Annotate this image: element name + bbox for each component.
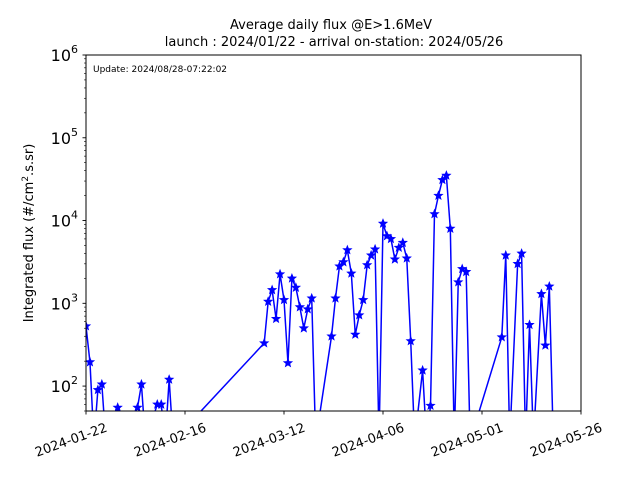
data-point-marker bbox=[286, 272, 298, 283]
x-tick-label: 2024-01-22 bbox=[33, 421, 109, 461]
data-point-marker bbox=[405, 335, 416, 346]
y-tick-base: 10 bbox=[51, 46, 71, 65]
series-line bbox=[86, 174, 554, 411]
x-tick-label: 2024-05-01 bbox=[429, 421, 505, 461]
data-point-marker bbox=[342, 244, 353, 255]
plot-area bbox=[85, 54, 582, 412]
data-point-marker bbox=[132, 402, 143, 411]
y-tick-exponent: 6 bbox=[71, 43, 78, 56]
data-point-marker bbox=[112, 402, 123, 411]
x-tick-label: 2024-05-26 bbox=[528, 421, 604, 461]
data-point-marker bbox=[96, 378, 107, 389]
data-point-marker bbox=[441, 170, 452, 180]
data-point-marker bbox=[544, 281, 555, 291]
data-point-marker bbox=[536, 288, 547, 299]
data-point-marker bbox=[294, 301, 305, 312]
data-point-marker bbox=[290, 282, 302, 292]
y-tick-exponent: 5 bbox=[71, 126, 78, 139]
x-axis-ticks: 2024-01-22 2024-02-16 2024-03-12 2024-04-06… bbox=[33, 411, 604, 461]
update-annotation: Update: 2024/08/28-07:22:02 bbox=[93, 65, 227, 75]
data-point-marker bbox=[393, 242, 404, 253]
data-point-marker bbox=[86, 320, 92, 331]
data-point-marker bbox=[362, 259, 373, 270]
data-point-marker bbox=[516, 248, 527, 258]
data-point-marker bbox=[136, 378, 147, 389]
data-point-marker bbox=[86, 356, 96, 367]
y-axis-label-superscript: 2 bbox=[21, 176, 31, 182]
data-point-marker bbox=[270, 313, 282, 324]
data-point-marker bbox=[524, 319, 535, 330]
data-point-marker bbox=[263, 296, 274, 306]
data-point-marker bbox=[338, 256, 349, 267]
y-tick-exponent: 2 bbox=[71, 374, 78, 387]
data-point-marker bbox=[540, 339, 551, 350]
data-point-marker bbox=[164, 374, 175, 384]
y-tick-label: 105 bbox=[51, 126, 78, 148]
data-point-marker bbox=[389, 253, 401, 264]
x-tick-label: 2024-02-16 bbox=[132, 421, 208, 461]
data-point-marker bbox=[461, 266, 472, 277]
data-point-marker bbox=[385, 233, 397, 244]
data-point-marker bbox=[302, 303, 313, 314]
y-tick-label: 103 bbox=[51, 291, 78, 313]
y-tick-base: 10 bbox=[51, 212, 71, 231]
data-point-marker bbox=[278, 294, 290, 305]
data-point-marker bbox=[306, 292, 317, 303]
y-axis-label-tail: .s.sr) bbox=[22, 144, 37, 176]
data-point-marker bbox=[496, 331, 507, 342]
plot-frame bbox=[85, 54, 582, 412]
y-tick-base: 10 bbox=[51, 129, 71, 148]
data-point-marker bbox=[453, 276, 464, 287]
data-point-marker bbox=[417, 364, 428, 375]
y-tick-exponent: 4 bbox=[71, 209, 78, 222]
y-axis-label: Integrated flux (#/cm2.s.sr) bbox=[21, 144, 37, 323]
chart-title-line-1: Average daily flux @E>1.6MeV bbox=[230, 18, 432, 33]
data-point-marker bbox=[397, 237, 408, 248]
data-point-marker bbox=[346, 267, 357, 278]
y-tick-base: 10 bbox=[51, 377, 71, 396]
data-point-marker bbox=[512, 258, 523, 269]
y-axis-label-main: Integrated flux (#/cm bbox=[22, 182, 37, 323]
data-point-marker bbox=[437, 174, 448, 185]
data-point-marker bbox=[358, 294, 369, 305]
data-point-marker bbox=[298, 322, 309, 333]
y-tick-exponent: 3 bbox=[71, 291, 78, 304]
series-layer bbox=[86, 170, 555, 411]
data-point-marker bbox=[369, 243, 381, 254]
x-tick-label: 2024-04-06 bbox=[330, 421, 406, 461]
y-tick-base: 10 bbox=[51, 294, 71, 313]
data-point-marker bbox=[365, 249, 377, 260]
data-point-marker bbox=[282, 357, 294, 368]
data-point-marker bbox=[92, 384, 104, 395]
data-point-marker bbox=[401, 252, 412, 263]
data-point-marker bbox=[354, 309, 365, 320]
data-point-marker bbox=[500, 249, 511, 260]
data-point-marker bbox=[274, 268, 286, 279]
y-tick-label: 104 bbox=[51, 209, 78, 231]
data-point-marker bbox=[259, 337, 270, 348]
data-point-marker bbox=[330, 292, 341, 303]
data-point-marker bbox=[350, 329, 361, 339]
data-point-marker bbox=[429, 208, 440, 219]
y-tick-label: 102 bbox=[51, 374, 78, 396]
y-tick-label: 106 bbox=[51, 43, 78, 65]
data-point-marker bbox=[445, 223, 456, 233]
data-point-marker bbox=[266, 284, 278, 295]
data-point-marker bbox=[425, 400, 436, 411]
chart-title-line-2: launch : 2024/01/22 - arrival on-station… bbox=[165, 35, 503, 50]
data-point-marker bbox=[377, 218, 389, 228]
data-point-marker bbox=[156, 399, 167, 409]
data-point-marker bbox=[326, 330, 337, 341]
data-point-marker bbox=[433, 190, 444, 201]
x-tick-label: 2024-03-12 bbox=[231, 421, 307, 461]
